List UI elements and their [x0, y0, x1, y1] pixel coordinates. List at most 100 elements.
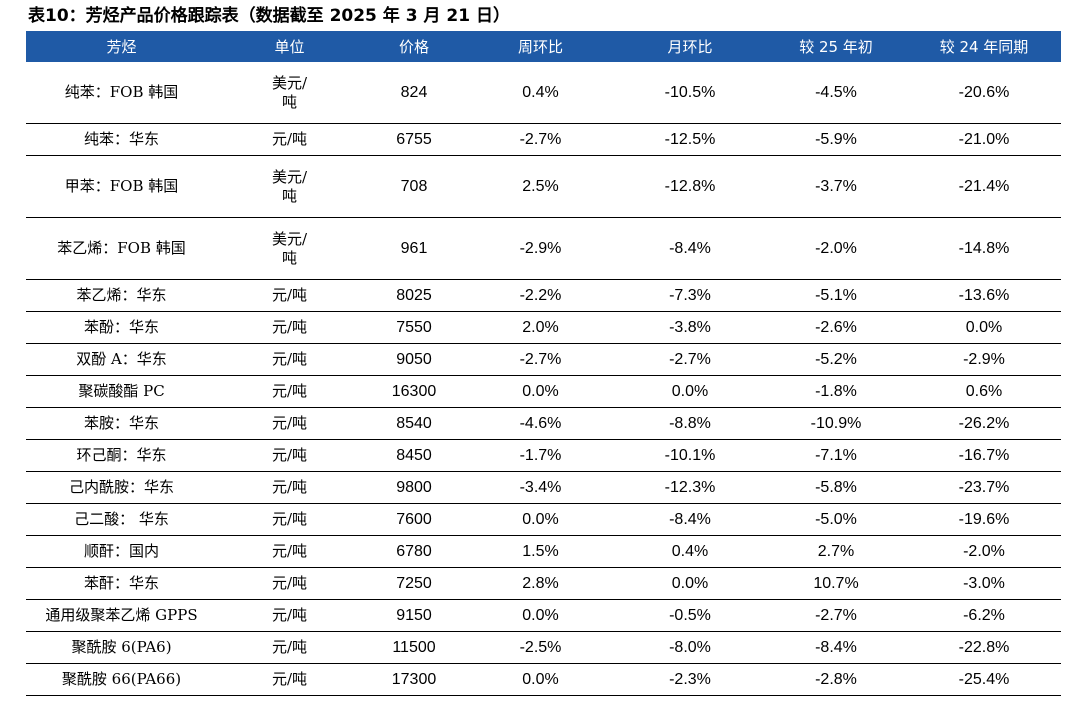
cell-unit: 元/吨 — [217, 407, 362, 440]
unit-line: 元/吨 — [271, 670, 308, 688]
cell-product-name: 己内酰胺：华东 — [26, 471, 217, 504]
cell-ytd-change: 10.7% — [765, 567, 907, 600]
table-row: 通用级聚苯乙烯 GPPS 元/吨 9150 0.0% -0.5% -2.7% -6.2% — [26, 599, 1061, 632]
unit-line: 元/吨 — [271, 510, 308, 528]
cell-yoy-change: -20.6% — [907, 62, 1061, 124]
cell-price: 708 — [362, 155, 466, 218]
cell-unit: 元/吨 — [217, 567, 362, 600]
cell-product-name: 聚酰胺 66(PA66) — [26, 663, 217, 696]
cell-week-change: 0.0% — [466, 375, 615, 408]
cell-unit: 元/吨 — [217, 279, 362, 312]
cell-yoy-change: -3.0% — [907, 567, 1061, 600]
header-yoy-change: 较 24 年同期 — [907, 31, 1061, 62]
cell-month-change: -3.8% — [615, 311, 765, 344]
cell-product-name: 苯酐：华东 — [26, 567, 217, 600]
table-body: 纯苯：FOB 韩国 美元/吨 824 0.4% -10.5% -4.5% -20.6% 纯苯：… — [26, 62, 1061, 696]
cell-month-change: -8.4% — [615, 503, 765, 536]
cell-price: 824 — [362, 62, 466, 124]
table-row: 苯酚：华东 元/吨 7550 2.0% -3.8% -2.6% 0.0% — [26, 311, 1061, 344]
cell-week-change: 0.0% — [466, 503, 615, 536]
table-row: 顺酐：国内 元/吨 6780 1.5% 0.4% 2.7% -2.0% — [26, 535, 1061, 568]
cell-unit: 元/吨 — [217, 503, 362, 536]
cell-month-change: -0.5% — [615, 599, 765, 632]
cell-ytd-change: -5.0% — [765, 503, 907, 536]
unit-line: 元/吨 — [271, 446, 308, 464]
cell-ytd-change: -2.7% — [765, 599, 907, 632]
cell-product-name: 苯乙烯：FOB 韩国 — [26, 217, 217, 280]
unit-line: 吨 — [281, 186, 297, 205]
cell-week-change: -2.7% — [466, 343, 615, 376]
cell-product-name: 己二酸： 华东 — [26, 503, 217, 536]
unit-line: 元/吨 — [271, 638, 308, 656]
cell-product-name: 甲苯：FOB 韩国 — [26, 155, 217, 218]
cell-product-name: 苯酚：华东 — [26, 311, 217, 344]
cell-yoy-change: -25.4% — [907, 663, 1061, 696]
cell-yoy-change: -16.7% — [907, 439, 1061, 472]
unit-line: 元/吨 — [271, 478, 308, 496]
cell-product-name: 纯苯：华东 — [26, 123, 217, 156]
cell-price: 6780 — [362, 535, 466, 568]
cell-month-change: 0.0% — [615, 375, 765, 408]
cell-yoy-change: -21.4% — [907, 155, 1061, 218]
cell-week-change: 0.0% — [466, 663, 615, 696]
cell-week-change: -2.9% — [466, 217, 615, 280]
cell-week-change: 1.5% — [466, 535, 615, 568]
cell-month-change: -2.7% — [615, 343, 765, 376]
cell-month-change: -8.4% — [615, 217, 765, 280]
cell-product-name: 聚碳酸酯 PC — [26, 375, 217, 408]
cell-week-change: -1.7% — [466, 439, 615, 472]
header-price: 价格 — [362, 31, 466, 62]
table-row: 苯乙烯：FOB 韩国 美元/吨 961 -2.9% -8.4% -2.0% -14.8% — [26, 217, 1061, 280]
cell-week-change: -2.2% — [466, 279, 615, 312]
cell-unit: 元/吨 — [217, 375, 362, 408]
table-row: 聚酰胺 66(PA66) 元/吨 17300 0.0% -2.3% -2.8% -25.4% — [26, 663, 1061, 696]
cell-month-change: 0.0% — [615, 567, 765, 600]
table-row: 苯酐：华东 元/吨 7250 2.8% 0.0% 10.7% -3.0% — [26, 567, 1061, 600]
cell-ytd-change: 2.7% — [765, 535, 907, 568]
cell-month-change: -7.3% — [615, 279, 765, 312]
cell-unit: 元/吨 — [217, 343, 362, 376]
table-row: 聚酰胺 6(PA6) 元/吨 11500 -2.5% -8.0% -8.4% -22.8% — [26, 631, 1061, 664]
cell-yoy-change: -19.6% — [907, 503, 1061, 536]
cell-yoy-change: -13.6% — [907, 279, 1061, 312]
cell-week-change: 2.0% — [466, 311, 615, 344]
cell-product-name: 聚酰胺 6(PA6) — [26, 631, 217, 664]
cell-ytd-change: -5.2% — [765, 343, 907, 376]
cell-product-name: 通用级聚苯乙烯 GPPS — [26, 599, 217, 632]
table-caption: 表10：芳烃产品价格跟踪表（数据截至 2025 年 3 月 21 日） — [28, 6, 510, 26]
cell-price: 8450 — [362, 439, 466, 472]
cell-ytd-change: -1.8% — [765, 375, 907, 408]
table-header-row: 芳烃 单位 价格 周环比 月环比 较 25 年初 较 24 年同期 — [26, 31, 1061, 62]
cell-week-change: 0.0% — [466, 599, 615, 632]
table-row: 环己酮：华东 元/吨 8450 -1.7% -10.1% -7.1% -16.7% — [26, 439, 1061, 472]
cell-month-change: -8.8% — [615, 407, 765, 440]
cell-week-change: 0.4% — [466, 62, 615, 124]
cell-price: 9150 — [362, 599, 466, 632]
cell-month-change: -12.3% — [615, 471, 765, 504]
cell-unit: 元/吨 — [217, 535, 362, 568]
table-row: 甲苯：FOB 韩国 美元/吨 708 2.5% -12.8% -3.7% -21.4% — [26, 155, 1061, 218]
cell-week-change: -2.5% — [466, 631, 615, 664]
cell-price: 7250 — [362, 567, 466, 600]
cell-yoy-change: -21.0% — [907, 123, 1061, 156]
cell-unit: 元/吨 — [217, 439, 362, 472]
cell-yoy-change: -6.2% — [907, 599, 1061, 632]
table-row: 纯苯：华东 元/吨 6755 -2.7% -12.5% -5.9% -21.0% — [26, 123, 1061, 156]
cell-yoy-change: -2.0% — [907, 535, 1061, 568]
cell-price: 11500 — [362, 631, 466, 664]
header-product: 芳烃 — [26, 31, 217, 62]
cell-week-change: 2.8% — [466, 567, 615, 600]
header-ytd-change: 较 25 年初 — [765, 31, 907, 62]
cell-product-name: 双酚 A：华东 — [26, 343, 217, 376]
cell-price: 961 — [362, 217, 466, 280]
table-row: 纯苯：FOB 韩国 美元/吨 824 0.4% -10.5% -4.5% -20.6% — [26, 62, 1061, 124]
cell-price: 6755 — [362, 123, 466, 156]
cell-unit: 元/吨 — [217, 311, 362, 344]
cell-ytd-change: -7.1% — [765, 439, 907, 472]
cell-month-change: -10.1% — [615, 439, 765, 472]
cell-product-name: 环己酮：华东 — [26, 439, 217, 472]
cell-yoy-change: -2.9% — [907, 343, 1061, 376]
header-unit: 单位 — [217, 31, 362, 62]
cell-yoy-change: -23.7% — [907, 471, 1061, 504]
cell-month-change: 0.4% — [615, 535, 765, 568]
